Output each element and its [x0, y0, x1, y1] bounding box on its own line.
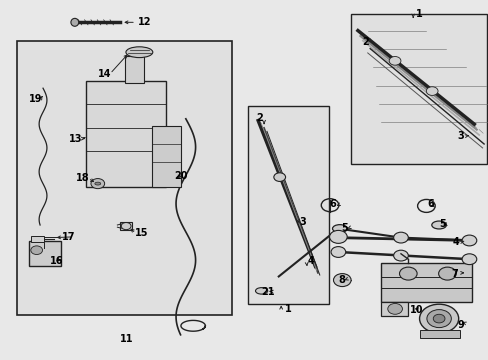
- Circle shape: [399, 267, 416, 280]
- Text: 14: 14: [98, 69, 112, 79]
- Text: 15: 15: [135, 228, 148, 238]
- Bar: [31, 236, 44, 242]
- Circle shape: [330, 247, 345, 257]
- Bar: [85, 81, 166, 187]
- Ellipse shape: [255, 288, 267, 294]
- Ellipse shape: [431, 221, 446, 229]
- Circle shape: [387, 303, 402, 314]
- Bar: [29, 241, 61, 266]
- Bar: [419, 330, 459, 338]
- Bar: [17, 41, 232, 315]
- Text: 6: 6: [328, 199, 335, 210]
- Circle shape: [419, 304, 458, 333]
- Bar: [381, 302, 407, 316]
- Text: 18: 18: [76, 173, 90, 183]
- Text: 9: 9: [456, 320, 463, 330]
- Circle shape: [388, 57, 400, 65]
- Circle shape: [329, 230, 346, 243]
- Circle shape: [273, 173, 285, 181]
- Ellipse shape: [71, 18, 79, 26]
- Text: 4: 4: [451, 237, 458, 247]
- Circle shape: [426, 87, 437, 95]
- Text: 1: 1: [285, 304, 291, 314]
- Ellipse shape: [126, 47, 152, 58]
- Circle shape: [432, 314, 444, 323]
- Text: 4: 4: [306, 256, 313, 266]
- Text: 3: 3: [456, 131, 463, 141]
- Text: 6: 6: [426, 199, 433, 210]
- Text: 13: 13: [69, 134, 82, 144]
- Circle shape: [438, 267, 455, 280]
- Text: 11: 11: [120, 334, 134, 344]
- Circle shape: [31, 246, 42, 255]
- Circle shape: [426, 310, 450, 328]
- Text: 1: 1: [415, 9, 422, 19]
- Text: 16: 16: [49, 256, 63, 266]
- Bar: [350, 14, 486, 164]
- Circle shape: [393, 232, 407, 243]
- Text: 2: 2: [255, 113, 262, 123]
- Text: 5: 5: [438, 219, 445, 229]
- Text: 7: 7: [450, 269, 457, 279]
- Text: 17: 17: [61, 232, 75, 242]
- Bar: [381, 263, 471, 302]
- Circle shape: [393, 250, 407, 261]
- Bar: [120, 222, 132, 230]
- Circle shape: [461, 254, 476, 265]
- Text: 3: 3: [299, 217, 306, 228]
- Ellipse shape: [332, 225, 346, 233]
- Bar: [124, 56, 144, 83]
- Text: 2: 2: [362, 37, 368, 48]
- Bar: [151, 126, 181, 187]
- Text: 19: 19: [28, 94, 42, 104]
- Circle shape: [461, 235, 476, 246]
- Text: 12: 12: [137, 17, 151, 27]
- Circle shape: [333, 274, 350, 287]
- Bar: [248, 106, 328, 304]
- Text: 21: 21: [261, 287, 274, 297]
- Text: 8: 8: [337, 275, 344, 285]
- Text: 20: 20: [174, 171, 187, 181]
- Circle shape: [91, 179, 104, 189]
- Ellipse shape: [95, 182, 101, 185]
- Text: 5: 5: [341, 222, 347, 233]
- Text: 10: 10: [409, 305, 423, 315]
